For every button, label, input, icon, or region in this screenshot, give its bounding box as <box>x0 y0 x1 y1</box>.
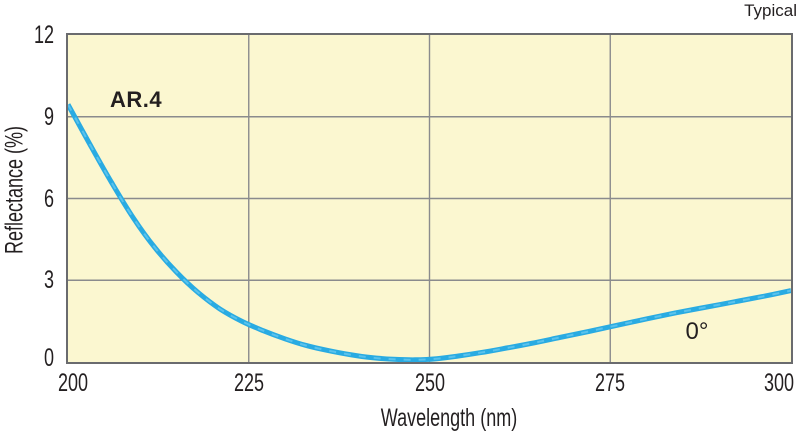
x-axis-tick-label: 250 <box>414 369 445 397</box>
y-axis-tick-label: 6 <box>43 184 54 213</box>
y-axis-tick-label: 9 <box>43 102 54 131</box>
x-axis-tick-label: 275 <box>595 369 626 397</box>
plot-area: AR.4 0° <box>66 33 793 364</box>
x-axis-tick-label: 225 <box>233 369 264 397</box>
typical-note: Typical <box>744 1 797 20</box>
y-axis-tick-label: 12 <box>33 21 54 49</box>
y-axis-title: Reflectance (%) <box>0 125 29 255</box>
gridlines-group <box>68 35 791 362</box>
y-axis-tick-label: 0 <box>43 344 54 372</box>
reflectance-chart-svg <box>68 35 791 362</box>
x-axis-title: Wavelength (nm) <box>380 404 518 432</box>
ar4-curve-dash-texture <box>68 104 791 361</box>
incidence-angle-annotation: 0° <box>685 318 709 345</box>
series-label-ar4: AR.4 <box>110 87 163 112</box>
y-axis-tick-label: 3 <box>43 266 54 295</box>
x-axis-tick-label: 200 <box>57 369 89 397</box>
x-axis-tick-label: 300 <box>763 369 795 397</box>
